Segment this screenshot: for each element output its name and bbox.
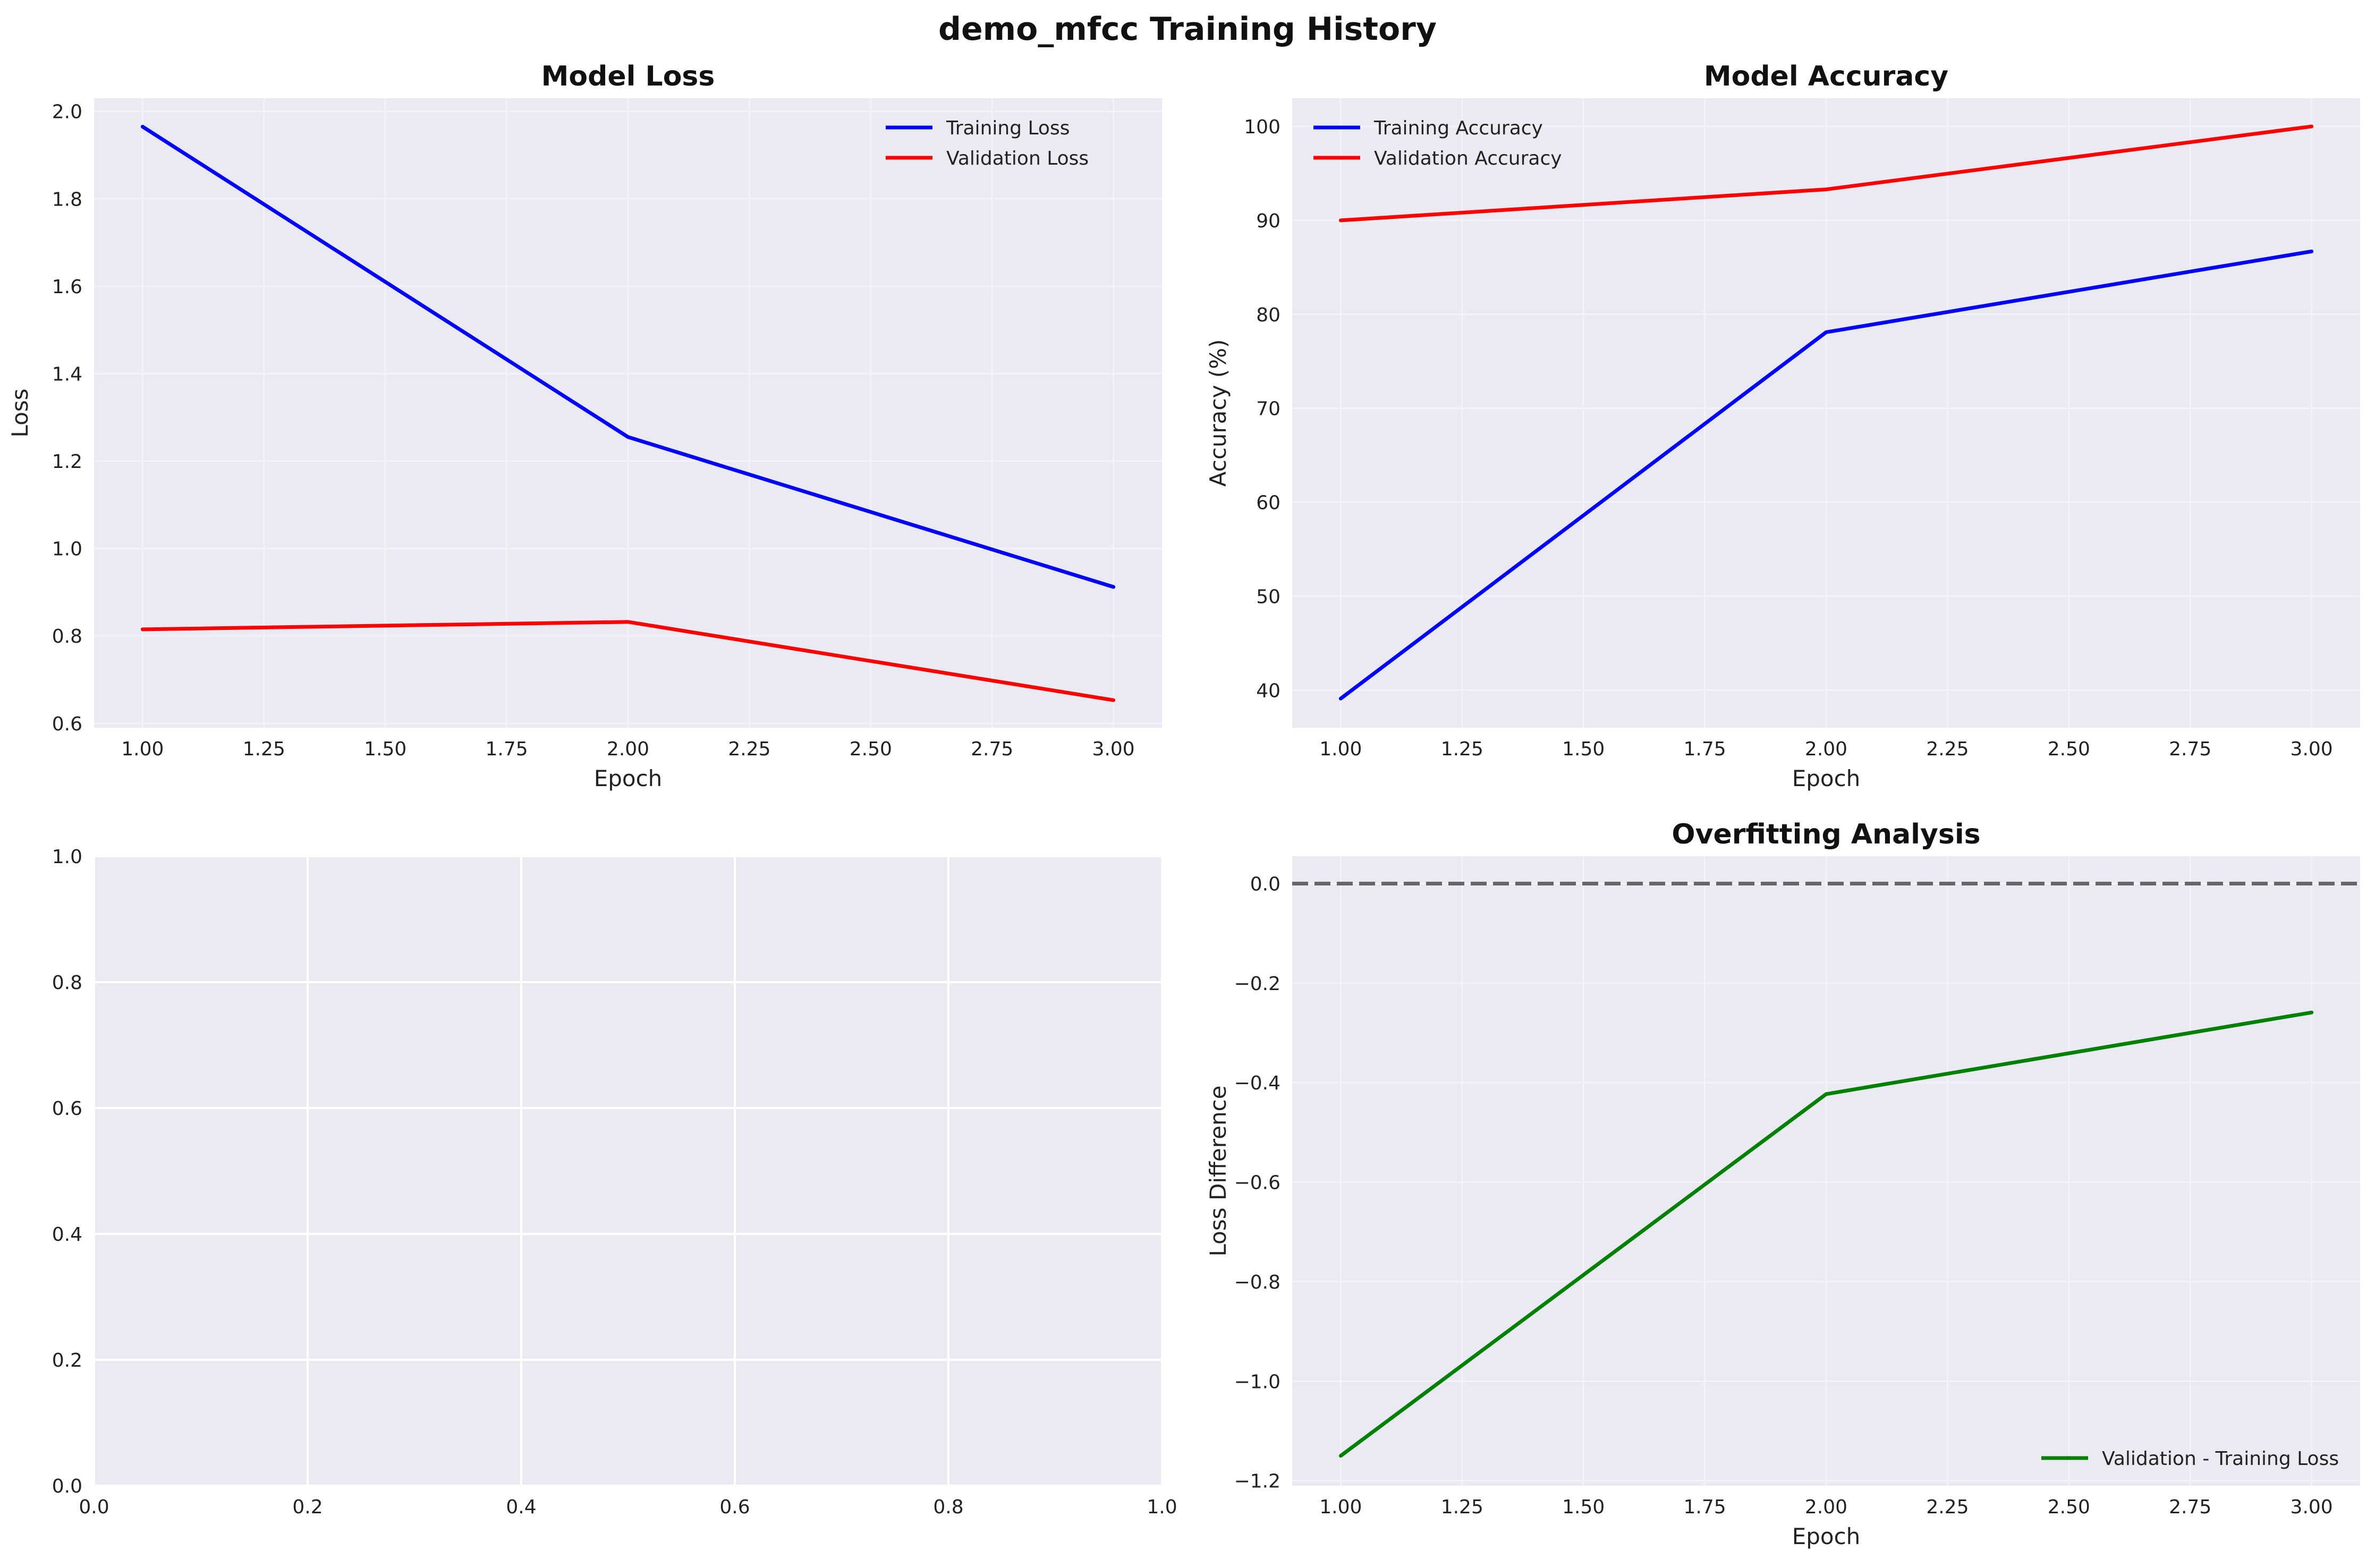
loss-legend-label: Training Loss <box>946 117 1070 139</box>
loss-y-tick-label: 1.0 <box>52 539 82 560</box>
accuracy-x-tick-label: 1.25 <box>1441 738 1483 760</box>
accuracy-y-tick-label: 70 <box>1256 398 1280 420</box>
accuracy-grid <box>1292 98 2360 728</box>
loss-y-tick-label: 0.8 <box>52 626 82 647</box>
loss-x-tick-label: 1.75 <box>486 738 528 760</box>
loss-y-tick-label: 1.2 <box>52 451 82 473</box>
loss-y-tick-label: 1.4 <box>52 363 82 385</box>
empty-x-tick-label: 0.6 <box>719 1496 750 1518</box>
empty-x-tick-label: 0.2 <box>292 1496 323 1518</box>
accuracy-x-tick-label: 3.00 <box>2291 738 2333 760</box>
overfit-y-tick-label: −1.2 <box>1234 1471 1280 1493</box>
empty-y-tick-label: 0.0 <box>52 1476 82 1497</box>
accuracy-y-tick-label: 100 <box>1244 116 1280 138</box>
accuracy-y-tick-label: 40 <box>1256 680 1280 702</box>
loss-legend-label: Validation Loss <box>946 148 1089 169</box>
empty-plot-area <box>94 856 1162 1486</box>
subplot-loss: 1.00 1.25 1.50 1.75 2.00 2.25 2.50 2.75 3.00 0.6 0… <box>7 61 1162 791</box>
overfit-x-tick-label: 2.50 <box>2048 1496 2090 1518</box>
subplot-empty: 0.0 0.2 0.4 0.6 0.8 1.0 0.0 0.2 0.4 0.6 0.8 1.0 <box>52 846 1177 1518</box>
overfit-x-tick-label: 1.75 <box>1684 1496 1726 1518</box>
empty-x-tick-label: 0.0 <box>79 1496 109 1518</box>
loss-x-tick-label: 1.00 <box>121 738 164 760</box>
overfit-y-tick-label: 0.0 <box>1250 874 1280 896</box>
accuracy-y-axis-label: Accuracy (%) <box>1205 339 1231 487</box>
loss-x-tick-label: 1.25 <box>243 738 285 760</box>
overfit-y-tick-label: −1.0 <box>1234 1371 1280 1393</box>
overfit-title: Overfitting Analysis <box>1672 819 1980 850</box>
accuracy-x-tick-label: 2.00 <box>1805 738 1847 760</box>
empty-y-tick-label: 0.2 <box>52 1350 82 1371</box>
accuracy-y-tick-label: 90 <box>1256 210 1280 232</box>
empty-x-tick-label: 0.4 <box>506 1496 536 1518</box>
overfit-legend-label: Validation - Training Loss <box>2102 1448 2339 1470</box>
accuracy-legend-label: Training Accuracy <box>1373 117 1543 139</box>
accuracy-series-line-0 <box>1338 249 2314 701</box>
empty-y-tick-label: 0.8 <box>52 972 82 994</box>
overfit-y-axis-label: Loss Difference <box>1205 1086 1231 1257</box>
accuracy-legend: Training Accuracy Validation Accuracy <box>1313 117 1562 169</box>
overfit-x-tick-label: 2.00 <box>1805 1496 1847 1518</box>
loss-y-tick-label: 2.0 <box>52 101 82 123</box>
overfit-x-tick-label: 2.75 <box>2169 1496 2211 1518</box>
accuracy-x-tick-label: 2.50 <box>2048 738 2090 760</box>
loss-title: Model Loss <box>541 61 715 92</box>
overfit-x-tick-label: 1.25 <box>1441 1496 1483 1518</box>
overfit-y-tick-label: −0.6 <box>1234 1172 1280 1194</box>
loss-y-axis-label: Loss <box>7 388 33 437</box>
accuracy-series-line-1 <box>1338 124 2314 223</box>
empty-grid <box>93 855 1163 1487</box>
loss-y-tick-label: 1.6 <box>52 276 82 298</box>
empty-x-tick-label: 0.8 <box>933 1496 963 1518</box>
loss-y-tick-label: 1.8 <box>52 189 82 210</box>
overfit-x-tick-label: 2.25 <box>1926 1496 1969 1518</box>
accuracy-x-tick-label: 2.25 <box>1926 738 1969 760</box>
accuracy-x-tick-label: 1.75 <box>1684 738 1726 760</box>
overfit-y-tick-label: −0.8 <box>1234 1272 1280 1293</box>
subplots: 1.00 1.25 1.50 1.75 2.00 2.25 2.50 2.75 3.000.60… <box>7 61 2360 1549</box>
figure-title: demo_mfcc Training History <box>938 11 1437 48</box>
subplot-accuracy: 1.00 1.25 1.50 1.75 2.00 2.25 2.50 2.75 3.00 40 50… <box>1205 61 2360 791</box>
empty-y-tick-label: 0.4 <box>52 1224 82 1246</box>
loss-series-line-1 <box>140 620 1116 702</box>
accuracy-x-tick-label: 1.00 <box>1319 738 1362 760</box>
empty-y-tick-label: 1.0 <box>52 846 82 868</box>
overfit-x-tick-label: 1.50 <box>1562 1496 1605 1518</box>
loss-x-tick-label: 2.50 <box>850 738 892 760</box>
loss-y-tick-label: 0.6 <box>52 713 82 735</box>
accuracy-x-tick-label: 1.50 <box>1562 738 1605 760</box>
loss-series-line-0 <box>140 124 1116 589</box>
accuracy-title: Model Accuracy <box>1704 61 1948 92</box>
overfit-series-line-0 <box>1338 1010 2314 1458</box>
overfit-grid <box>1292 856 2360 1486</box>
loss-x-tick-label: 1.50 <box>364 738 406 760</box>
overfit-x-tick-label: 1.00 <box>1319 1496 1362 1518</box>
accuracy-y-tick-label: 50 <box>1256 586 1280 608</box>
overfit-legend: Validation - Training Loss <box>2041 1448 2339 1470</box>
accuracy-y-tick-label: 80 <box>1256 304 1280 326</box>
overfit-y-tick-label: −0.2 <box>1234 973 1280 995</box>
accuracy-x-tick-label: 2.75 <box>2169 738 2211 760</box>
overfit-y-tick-label: −0.4 <box>1234 1072 1280 1094</box>
loss-x-axis-label: Epoch <box>594 765 663 791</box>
overfit-x-axis-label: Epoch <box>1792 1523 1861 1549</box>
loss-x-tick-label: 2.25 <box>728 738 770 760</box>
loss-legend: Training Loss Validation Loss <box>886 117 1089 169</box>
overfit-x-tick-label: 3.00 <box>2291 1496 2333 1518</box>
loss-x-tick-label: 2.75 <box>971 738 1013 760</box>
empty-x-tick-label: 1.0 <box>1147 1496 1177 1518</box>
empty-y-tick-label: 0.6 <box>52 1098 82 1120</box>
loss-grid <box>94 98 1162 728</box>
accuracy-x-axis-label: Epoch <box>1792 765 1861 791</box>
subplot-overfit: 1.00 1.25 1.50 1.75 2.00 2.25 2.50 2.75 3.00 0.0 −… <box>1205 819 2360 1549</box>
accuracy-legend-label: Validation Accuracy <box>1374 148 1562 169</box>
accuracy-y-tick-label: 60 <box>1256 492 1280 514</box>
loss-x-tick-label: 2.00 <box>607 738 649 760</box>
loss-x-tick-label: 3.00 <box>1092 738 1135 760</box>
